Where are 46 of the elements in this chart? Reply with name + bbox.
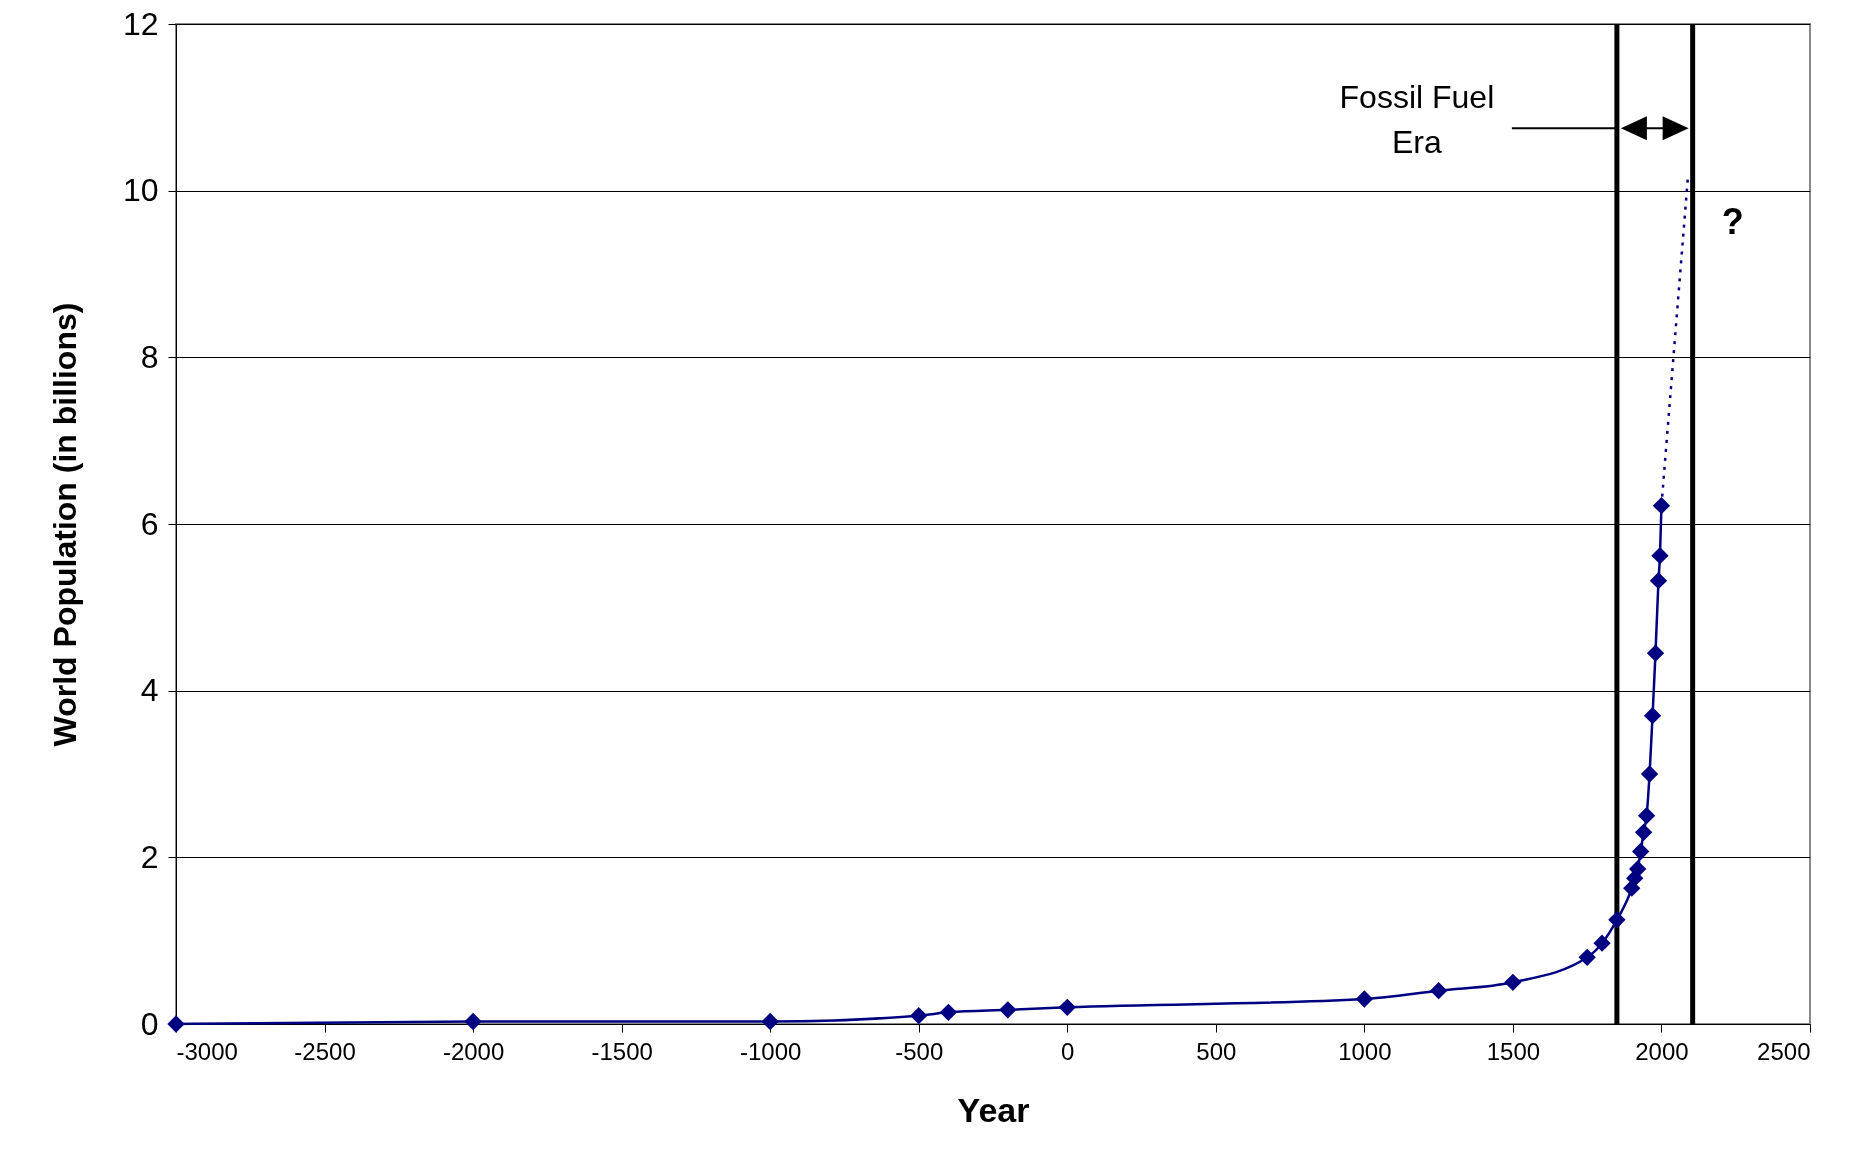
- y-axis-title: World Population (in billions): [46, 302, 83, 747]
- x-tick-label: -1000: [739, 1037, 802, 1065]
- x-tick-label: -2500: [294, 1037, 356, 1065]
- point: [910, 1007, 928, 1025]
- y-tick-label: 10: [122, 172, 159, 209]
- x-tick-label: 1500: [1486, 1037, 1541, 1065]
- point: [1429, 982, 1448, 1000]
- point: [1646, 644, 1665, 662]
- point: [1593, 934, 1611, 952]
- point: [464, 1012, 482, 1031]
- annotation: ?: [1721, 201, 1744, 242]
- x-tick-label: 2500: [1757, 1037, 1811, 1065]
- x-tick-label: -2000: [442, 1037, 505, 1065]
- point: [999, 1001, 1017, 1019]
- point: [1649, 572, 1668, 590]
- x-tick-label: 1000: [1338, 1037, 1392, 1065]
- y-tick-label: 6: [140, 505, 159, 542]
- x-tick-label: -1500: [591, 1037, 653, 1065]
- point: [1634, 823, 1653, 841]
- point: [1637, 807, 1656, 825]
- point: [167, 1015, 185, 1033]
- point: [1578, 948, 1596, 966]
- x-axis-title: Year: [957, 1090, 1030, 1129]
- point: [1632, 842, 1650, 861]
- point: [1355, 990, 1374, 1008]
- point: [1629, 860, 1647, 878]
- x-tick-label: 0: [1061, 1037, 1075, 1065]
- x-tick-label: 2000: [1635, 1037, 1689, 1065]
- y-tick-label: 12: [122, 5, 159, 42]
- y-tick-label: 0: [140, 1005, 159, 1042]
- point: [1652, 497, 1671, 515]
- y-tick-label: 8: [140, 338, 159, 375]
- x-tick-label: -500: [895, 1037, 944, 1065]
- y-tick-label: 2: [140, 838, 159, 875]
- point: [761, 1012, 779, 1031]
- y-tick-label: 4: [140, 672, 159, 709]
- point: [939, 1003, 958, 1021]
- point: [1504, 973, 1522, 991]
- point: [1608, 911, 1626, 929]
- x-tick-label: 500: [1196, 1037, 1237, 1065]
- point: [1643, 707, 1662, 725]
- point: [1640, 765, 1659, 783]
- point: [1651, 547, 1669, 565]
- annotation: Fossil Fuel Era: [1339, 79, 1495, 161]
- x-tick-label: -3000: [176, 1037, 238, 1065]
- point: [1058, 998, 1076, 1016]
